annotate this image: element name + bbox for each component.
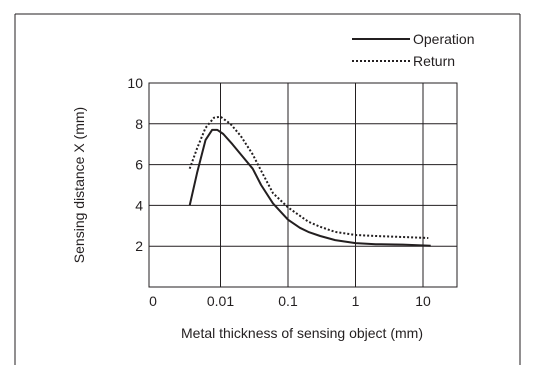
y-tick-label: 2 (135, 238, 143, 254)
x-axis-label: Metal thickness of sensing object (mm) (181, 325, 423, 341)
series-line-operation (188, 128, 431, 247)
x-tick-label: 10 (415, 293, 431, 309)
series-lines (188, 115, 431, 247)
y-axis-label: Sensing distance X (mm) (71, 107, 87, 263)
y-tick-label: 4 (135, 197, 143, 213)
x-tick-label: 0 (149, 293, 157, 309)
y-tick-label: 6 (135, 157, 143, 173)
tick-labels: 0 0.01 0.1 1 10 2 4 6 8 10 (127, 75, 431, 309)
grid-lines (149, 83, 457, 287)
plot-area-border (148, 82, 458, 288)
legend: Operation Return (352, 31, 474, 69)
series-line-return (188, 115, 429, 239)
y-tick-label: 8 (135, 116, 143, 132)
x-tick-label: 0.01 (207, 293, 234, 309)
legend-label-operation: Operation (413, 31, 474, 47)
legend-label-return: Return (413, 53, 455, 69)
x-tick-label: 0.1 (278, 293, 298, 309)
y-tick-label: 10 (127, 75, 143, 91)
x-tick-label: 1 (352, 293, 360, 309)
